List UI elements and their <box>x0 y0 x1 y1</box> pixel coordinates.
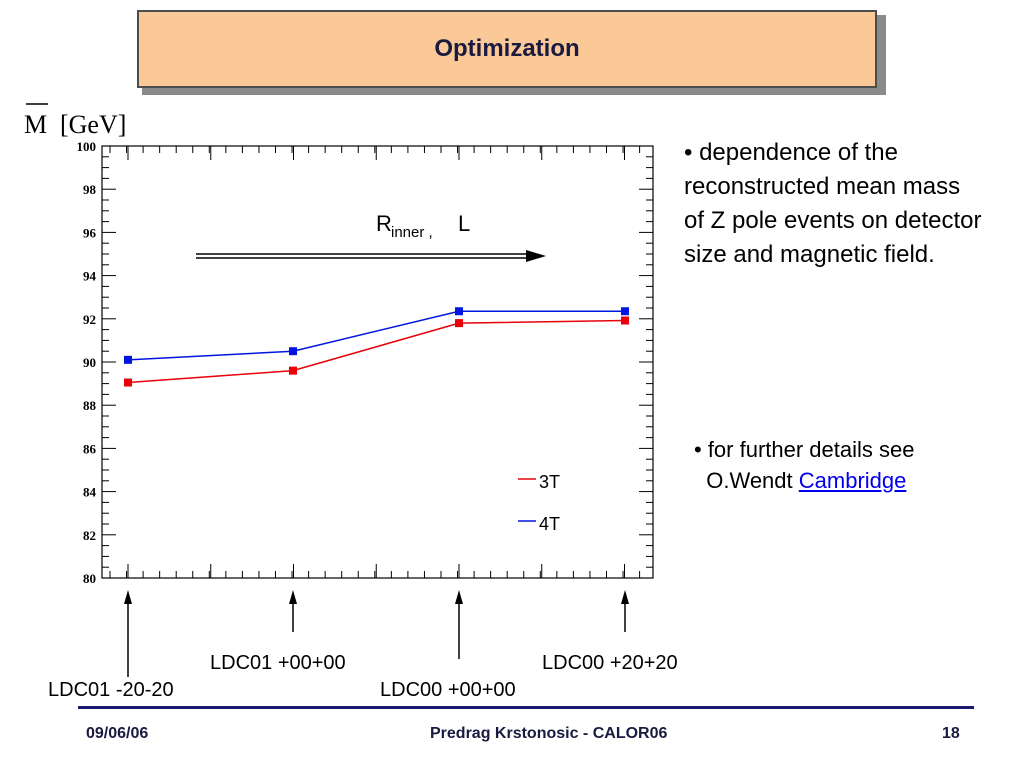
cambridge-link[interactable]: Cambridge <box>798 468 907 493</box>
y-axis-symbol: M <box>24 110 47 139</box>
config-label-ldc01-m20: LDC01 -20-20 <box>48 679 174 701</box>
data-point-4T <box>621 307 629 316</box>
axis-layer: 80 82 84 86 88 90 92 94 96 98 100 <box>77 139 654 586</box>
footer-author: Predrag Krstonosic - CALOR06 <box>430 725 668 742</box>
pointer-head <box>455 590 463 604</box>
y-tick-label: 80 <box>83 571 96 586</box>
config-label-ldc00-20: LDC00 +20+20 <box>542 652 678 674</box>
bullet-details-name: O.Wendt <box>706 468 793 493</box>
data-point-4T <box>289 347 297 356</box>
data-point-3T <box>621 316 629 325</box>
footer-date: 09/06/06 <box>86 725 149 742</box>
y-tick-label: 94 <box>83 269 97 284</box>
config-label-ldc01-00: LDC01 +00+00 <box>210 652 346 674</box>
slide-title: Optimization <box>434 35 580 62</box>
data-point-3T <box>289 366 297 375</box>
footer-page: 18 <box>942 725 960 742</box>
trend-arrow: R inner , L <box>196 211 546 262</box>
bullet-dependence: • dependence of the reconstructed mean m… <box>684 139 982 268</box>
y-tick-label: 84 <box>83 485 97 500</box>
data-point-4T <box>124 355 132 364</box>
y-tick-label: 88 <box>83 398 97 413</box>
bullet-details: • for further details see O.Wendt Cambri… <box>694 434 994 496</box>
series-line-4T <box>127 310 625 361</box>
y-tick-label: 90 <box>83 355 96 370</box>
legend: 3T 4T <box>518 472 560 534</box>
annotation-sub: inner , <box>391 224 433 241</box>
pointer-head <box>621 590 629 604</box>
y-axis-label: M [GeV] <box>24 103 126 139</box>
bullet-details-prefix: • for further details see <box>694 437 915 462</box>
y-tick-label: 96 <box>83 225 97 240</box>
y-axis-unit: [GeV] <box>60 110 126 139</box>
legend-label-3T: 3T <box>539 472 560 492</box>
legend-label-4T: 4T <box>539 514 560 534</box>
data-point-3T <box>455 319 463 328</box>
pointer-head <box>124 590 132 604</box>
series-line-3T <box>127 319 626 384</box>
data-point-4T <box>455 307 463 316</box>
config-label-ldc00-00: LDC00 +00+00 <box>380 679 516 701</box>
y-tick-label: 100 <box>77 139 97 154</box>
marks-layer <box>124 307 629 387</box>
footer-divider <box>78 706 974 709</box>
title-box: Optimization <box>137 10 877 88</box>
config-pointers <box>124 590 629 677</box>
y-tick-label: 92 <box>83 312 96 327</box>
arrow-head <box>526 250 546 262</box>
data-point-3T <box>124 378 132 387</box>
annotation-tail: L <box>458 211 470 236</box>
pointer-head <box>289 590 297 604</box>
annotation-main: R <box>376 211 392 236</box>
y-tick-label: 82 <box>83 528 96 543</box>
y-tick-label: 86 <box>83 441 97 456</box>
y-tick-label: 98 <box>83 182 97 197</box>
